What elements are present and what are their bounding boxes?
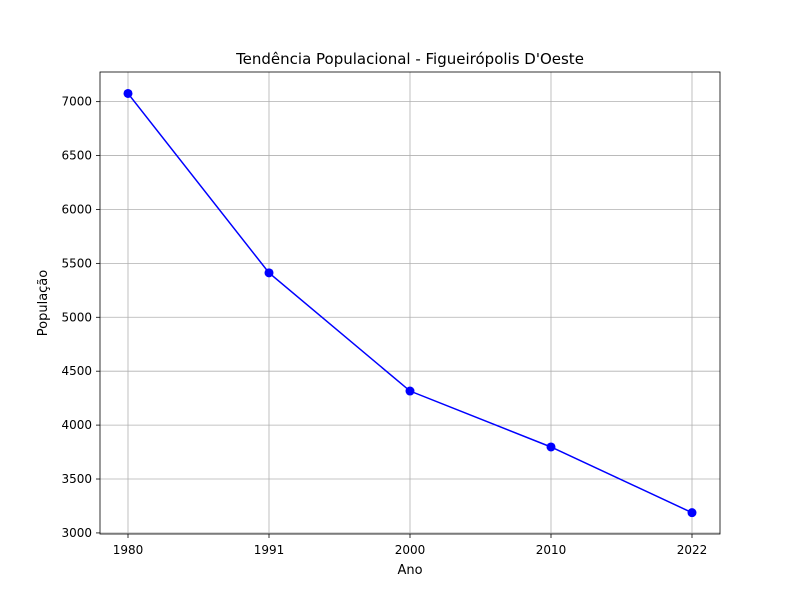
chart-title: Tendência Populacional - Figueirópolis D… xyxy=(235,50,584,68)
y-tick-label: 3500 xyxy=(61,472,92,486)
data-point-2000 xyxy=(405,386,415,396)
data-point-1980 xyxy=(123,88,133,98)
y-axis-label: População xyxy=(36,270,51,337)
y-tick-label: 6000 xyxy=(61,202,92,216)
data-point-2022 xyxy=(687,508,697,518)
x-tick-label: 2000 xyxy=(395,543,426,557)
y-tick-label: 4500 xyxy=(61,364,92,378)
y-tick-label: 5000 xyxy=(61,310,92,324)
tick-labels: 1980 1991 2000 2010 2022 3000 3500 4000 4500 5000… xyxy=(61,95,707,557)
y-tick-label: 7000 xyxy=(61,95,92,109)
plot-frame xyxy=(99,71,721,535)
x-axis-label: Ano xyxy=(397,563,422,578)
data-point-1991 xyxy=(264,268,274,278)
y-tick-label: 5500 xyxy=(61,256,92,270)
x-tick-label: 2022 xyxy=(677,543,708,557)
x-tick-label: 1980 xyxy=(113,543,144,557)
data-point-2010 xyxy=(546,442,556,452)
series-layer xyxy=(123,88,697,518)
x-tick-label: 2010 xyxy=(536,543,567,557)
y-tick-label: 4000 xyxy=(61,418,92,432)
y-tick-label: 3000 xyxy=(61,526,92,540)
axes xyxy=(96,71,721,538)
grid-lines xyxy=(100,72,720,534)
y-tick-label: 6500 xyxy=(61,149,92,163)
x-tick-label: 1991 xyxy=(254,543,285,557)
